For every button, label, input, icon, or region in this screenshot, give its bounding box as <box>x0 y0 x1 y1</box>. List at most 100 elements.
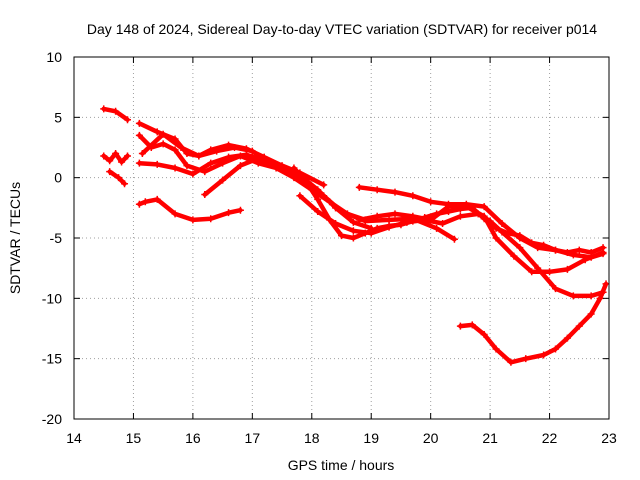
data-point-trace-8 <box>320 192 328 200</box>
data-point-trace-14 <box>552 345 559 353</box>
data-point-trace-13 <box>563 265 571 273</box>
data-point-trace-1 <box>100 105 108 113</box>
data-point-trace-14 <box>587 310 595 318</box>
data-point-trace-3 <box>121 180 129 188</box>
x-tick-label: 20 <box>423 430 439 446</box>
data-point-trace-4 <box>141 198 149 206</box>
data-point-trace-14 <box>563 334 571 342</box>
data-point-trace-13 <box>528 268 536 276</box>
data-point-trace-14 <box>507 358 515 366</box>
data-point-trace-3 <box>115 174 123 182</box>
data-point-trace-1 <box>112 107 120 115</box>
x-tick-label: 14 <box>66 430 82 446</box>
data-point-trace-7 <box>189 170 197 178</box>
data-point-trace-12 <box>391 188 399 196</box>
data-point-trace-11 <box>587 292 595 300</box>
y-tick-label: -20 <box>42 411 62 427</box>
axis-ticks: 14 15 16 17 18 19 20 21 22 23 -20 -15 -10 -5 0 5 10 <box>42 49 617 446</box>
series-trace-9 <box>202 156 261 197</box>
data-point-trace-12 <box>534 244 542 252</box>
data-point-trace-10 <box>290 164 298 172</box>
data-point-trace-8 <box>138 150 146 158</box>
data-point-trace-8 <box>231 144 238 151</box>
series-trace-7 <box>137 152 374 231</box>
x-tick-label: 15 <box>126 430 142 446</box>
data-point-trace-6 <box>135 131 143 139</box>
data-point-trace-7 <box>225 153 233 161</box>
gridlines <box>74 57 609 419</box>
data-point-trace-10 <box>338 232 345 240</box>
data-point-trace-13 <box>581 256 589 264</box>
data-point-trace-6 <box>159 140 167 148</box>
data-point-trace-13 <box>355 216 363 224</box>
x-tick-label: 16 <box>185 430 201 446</box>
data-point-trace-5 <box>135 119 143 127</box>
data-point-trace-12 <box>569 251 577 259</box>
data-point-trace-12 <box>516 234 524 242</box>
data-point-trace-8 <box>385 216 393 224</box>
x-tick-label: 18 <box>304 430 320 446</box>
data-point-trace-14 <box>480 331 488 339</box>
data-point-trace-11 <box>439 220 447 228</box>
data-point-trace-5 <box>320 181 328 189</box>
data-point-trace-10 <box>314 195 322 203</box>
data-point-trace-14 <box>575 322 583 330</box>
data-point-trace-8 <box>213 147 221 155</box>
data-point-trace-12 <box>498 220 506 228</box>
data-point-trace-2 <box>124 152 131 160</box>
data-point-trace-12 <box>480 203 488 211</box>
data-point-trace-7 <box>349 218 357 226</box>
x-tick-label: 21 <box>482 430 498 446</box>
chart-title: Day 148 of 2024, Sidereal Day-to-day VTE… <box>87 21 597 37</box>
x-tick-label: 17 <box>245 430 261 446</box>
data-point-trace-8 <box>450 235 458 243</box>
data-point-trace-12 <box>355 183 363 191</box>
data-point-trace-12 <box>373 186 381 194</box>
data-point-trace-8 <box>284 168 292 176</box>
data-point-trace-11 <box>516 244 524 252</box>
data-point-trace-7 <box>242 151 250 159</box>
data-point-trace-8 <box>248 147 256 155</box>
data-point-trace-8 <box>266 159 274 167</box>
data-point-trace-13 <box>492 234 500 242</box>
data-point-trace-8 <box>177 144 185 151</box>
data-point-trace-4 <box>153 195 161 203</box>
data-point-trace-8 <box>195 152 203 160</box>
data-point-trace-12 <box>409 192 417 200</box>
data-point-trace-2 <box>100 152 108 160</box>
data-point-trace-14 <box>468 321 476 329</box>
data-point-trace-7 <box>171 164 179 172</box>
data-point-trace-10 <box>302 177 310 185</box>
data-point-trace-13 <box>373 212 381 220</box>
data-point-trace-6 <box>171 146 179 154</box>
y-tick-label: -5 <box>50 230 63 246</box>
y-tick-label: -15 <box>42 351 62 367</box>
data-point-trace-4 <box>135 200 143 208</box>
data-point-trace-2 <box>106 157 114 165</box>
data-point-trace-14 <box>492 345 500 353</box>
data-point-trace-13 <box>599 248 607 256</box>
y-tick-label: 0 <box>54 170 62 186</box>
x-tick-label: 23 <box>601 430 617 446</box>
y-tick-label: -10 <box>42 290 62 306</box>
data-point-trace-11 <box>296 192 304 200</box>
data-point-trace-7 <box>153 160 161 168</box>
data-point-trace-8 <box>433 224 441 232</box>
data-point-trace-1 <box>124 116 131 124</box>
data-point-trace-11 <box>314 207 322 215</box>
data-point-trace-4 <box>207 215 215 223</box>
data-point-trace-14 <box>540 351 548 359</box>
data-point-trace-11 <box>367 229 375 237</box>
data-point-trace-8 <box>338 207 345 215</box>
data-point-trace-14 <box>602 280 610 288</box>
data-point-trace-11 <box>569 292 577 300</box>
data-point-trace-14 <box>596 294 604 302</box>
data-point-trace-13 <box>391 210 399 218</box>
data-point-trace-8 <box>159 130 167 138</box>
y-tick-label: 5 <box>54 109 62 125</box>
data-point-trace-13 <box>546 268 554 276</box>
data-point-trace-9 <box>219 176 227 184</box>
data-point-trace-13 <box>462 203 470 211</box>
series-trace-12 <box>357 185 606 260</box>
